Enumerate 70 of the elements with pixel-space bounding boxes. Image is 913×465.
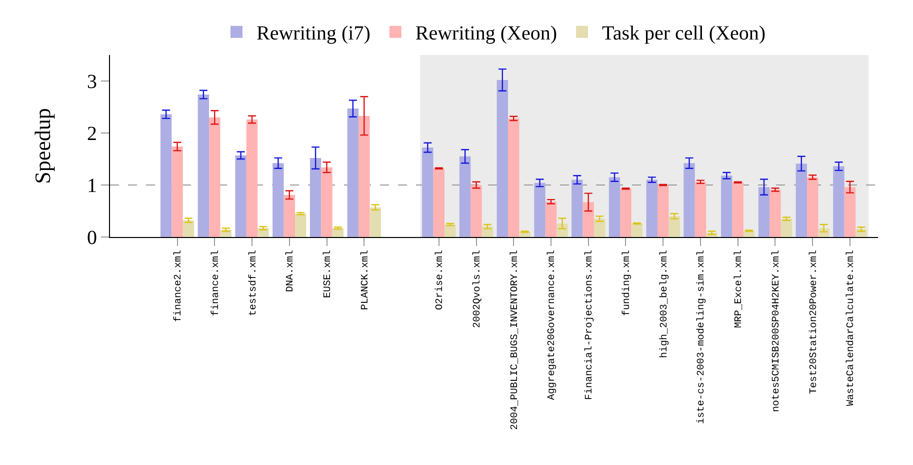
x-tick-label: Test20Station20Power.xml <box>808 250 820 394</box>
bar <box>294 214 306 237</box>
legend-label: Rewriting (Xeon) <box>415 22 558 45</box>
bar <box>182 220 194 237</box>
x-tick-label: O2rise.xml <box>434 250 446 310</box>
bar <box>721 176 732 237</box>
bar <box>209 117 220 237</box>
bar <box>631 223 643 237</box>
legend-label: Task per cell (Xeon) <box>602 22 766 45</box>
x-tick-label: funding.xml <box>620 250 633 316</box>
x-tick-label: PLANCK.xml <box>359 250 372 310</box>
bar <box>470 185 482 237</box>
x-tick-label: Aggregate20Governance.xml <box>546 250 558 400</box>
bar <box>608 177 620 237</box>
x-tick-label: 2002Qvols.xml <box>472 250 484 328</box>
x-tick-label: WasteCalendarCalculate.xml <box>845 250 858 406</box>
x-tick-label: 2004_PUBLIC_BUGS_INVENTORY.xml <box>508 250 521 430</box>
y-tick-label: 1 <box>87 175 97 197</box>
bar <box>732 182 744 237</box>
bar <box>582 202 594 237</box>
bar <box>534 182 546 237</box>
bar <box>658 185 669 237</box>
bar <box>358 116 370 237</box>
bar <box>594 218 606 237</box>
bar <box>668 216 680 237</box>
y-tick-label: 0 <box>87 227 97 249</box>
bar <box>347 108 359 237</box>
x-tick-label: high_2003_belg.xml <box>658 250 670 358</box>
bar <box>321 167 332 237</box>
x-tick-label: notes5CMISB200SP04H2KEY.xml <box>770 250 782 412</box>
bar <box>235 155 246 237</box>
y-tick-label: 3 <box>87 71 97 93</box>
legend-label: Rewriting (i7) <box>256 22 370 45</box>
bar <box>620 188 632 237</box>
x-tick-label: testsdf.xml <box>247 250 260 316</box>
bar <box>758 187 770 237</box>
bar <box>496 80 508 237</box>
bar <box>694 182 706 237</box>
bar <box>444 224 456 237</box>
bar <box>459 156 471 237</box>
y-axis-title: Speedup <box>30 108 55 184</box>
x-tick-label: MRP_Excel.xml <box>733 250 746 328</box>
bar <box>844 187 856 237</box>
bar <box>780 218 792 237</box>
bar <box>370 207 381 237</box>
bar <box>545 202 557 237</box>
y-tick-label: 2 <box>87 123 97 145</box>
bar <box>422 148 434 237</box>
bar <box>246 119 258 237</box>
bar <box>806 177 818 237</box>
bar <box>833 166 844 237</box>
bar <box>310 158 322 237</box>
bar <box>684 163 695 237</box>
x-tick-label: finance2.xml <box>172 250 185 322</box>
bar <box>198 94 210 237</box>
bar <box>272 163 284 237</box>
x-tick-label: Financial-Projections.xml <box>584 250 596 400</box>
x-tick-label: iste-cs-2003-modeling-sim.xml <box>696 250 708 424</box>
x-tick-label: EUSE.xml <box>322 250 334 298</box>
bar <box>172 146 183 237</box>
bar <box>284 194 295 237</box>
bar <box>160 114 172 237</box>
x-tick-label: DNA.xml <box>284 250 297 292</box>
bar <box>770 190 781 237</box>
x-tick-label: finance.xml <box>210 250 222 316</box>
bar <box>646 180 658 237</box>
bar <box>433 168 444 237</box>
bar <box>508 118 520 237</box>
bar <box>796 164 807 237</box>
bar <box>572 180 583 237</box>
